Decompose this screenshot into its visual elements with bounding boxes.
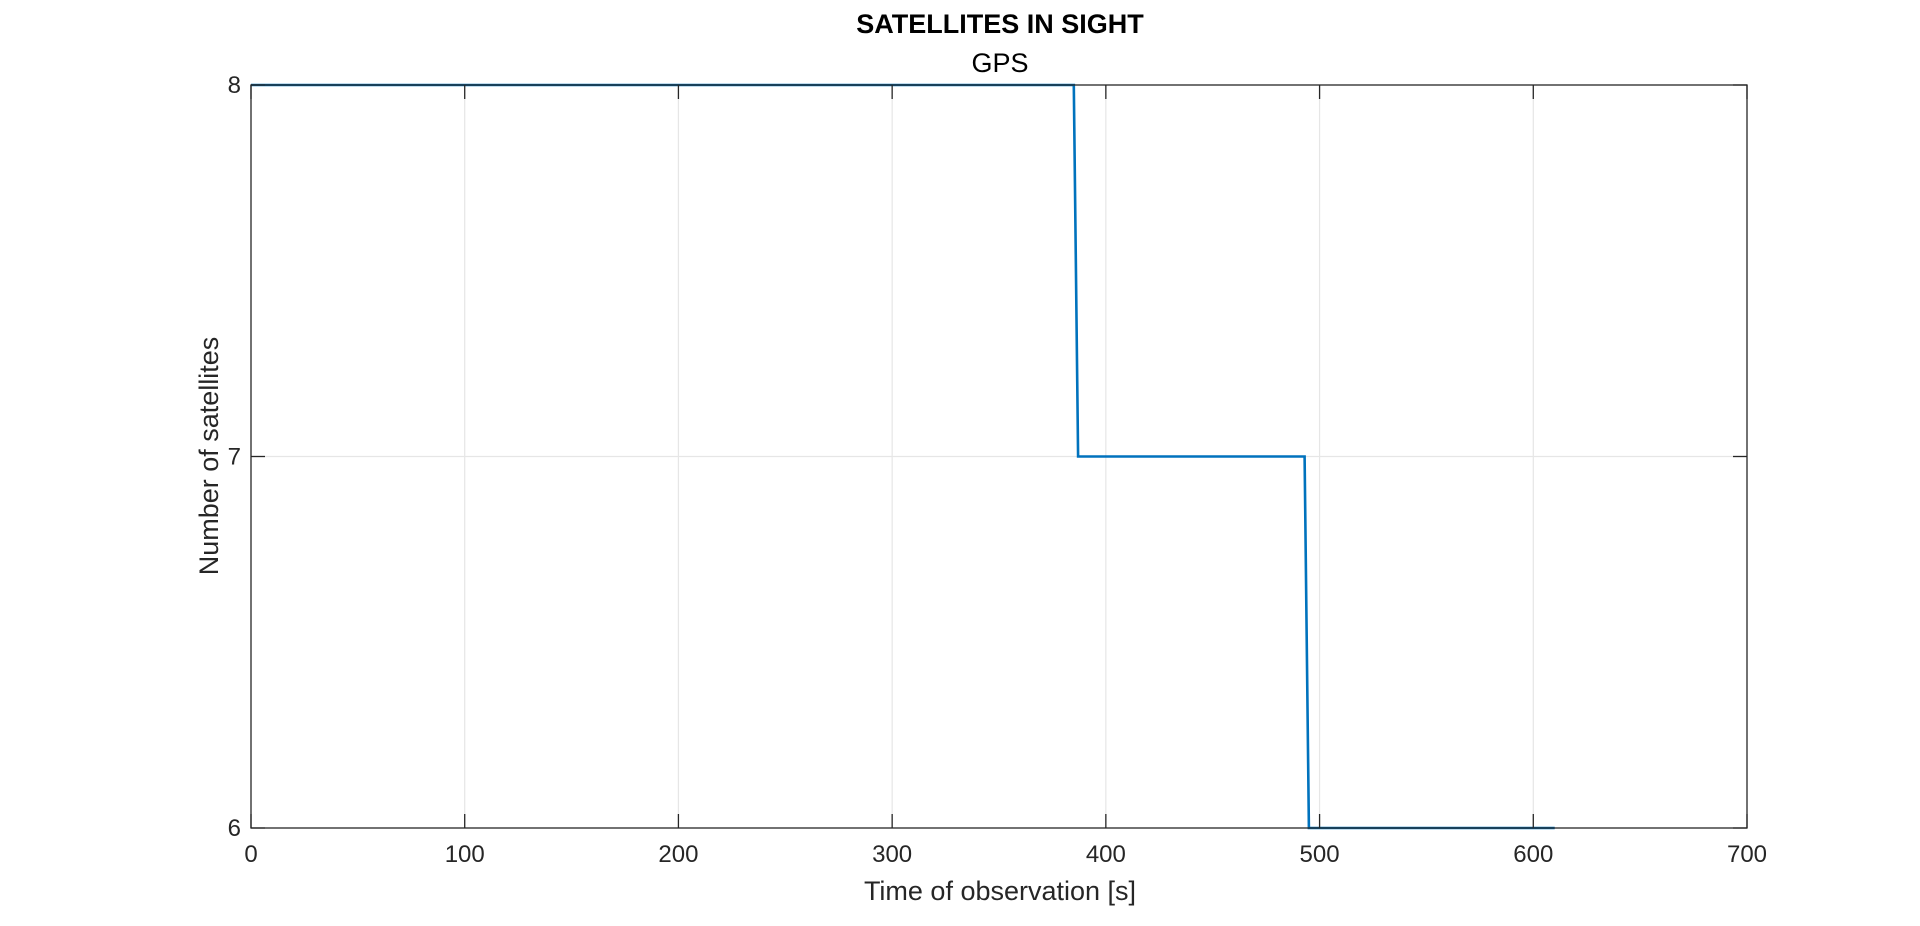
tick-labels: 0 100 200 300 400 500 600 700 6 7 8 (228, 72, 1767, 868)
x-axis-label: Time of observation [s] (864, 876, 1136, 906)
grid-lines (251, 85, 1747, 828)
y-tick-label: 7 (228, 444, 241, 471)
x-tick-label: 0 (244, 841, 257, 868)
axis-ticks (250, 84, 1748, 829)
chart-title: SATELLITES IN SIGHT (856, 9, 1144, 39)
x-tick-label: 300 (872, 841, 912, 868)
x-tick-label: 600 (1513, 841, 1553, 868)
y-tick-label: 8 (228, 72, 241, 99)
chart-subtitle: GPS (971, 48, 1028, 78)
y-tick-label: 6 (228, 815, 241, 842)
x-tick-label: 200 (658, 841, 698, 868)
x-tick-label: 400 (1086, 841, 1126, 868)
x-tick-label: 700 (1727, 841, 1767, 868)
x-tick-label: 500 (1300, 841, 1340, 868)
y-axis-label: Number of satellites (194, 337, 224, 576)
x-tick-label: 100 (445, 841, 485, 868)
